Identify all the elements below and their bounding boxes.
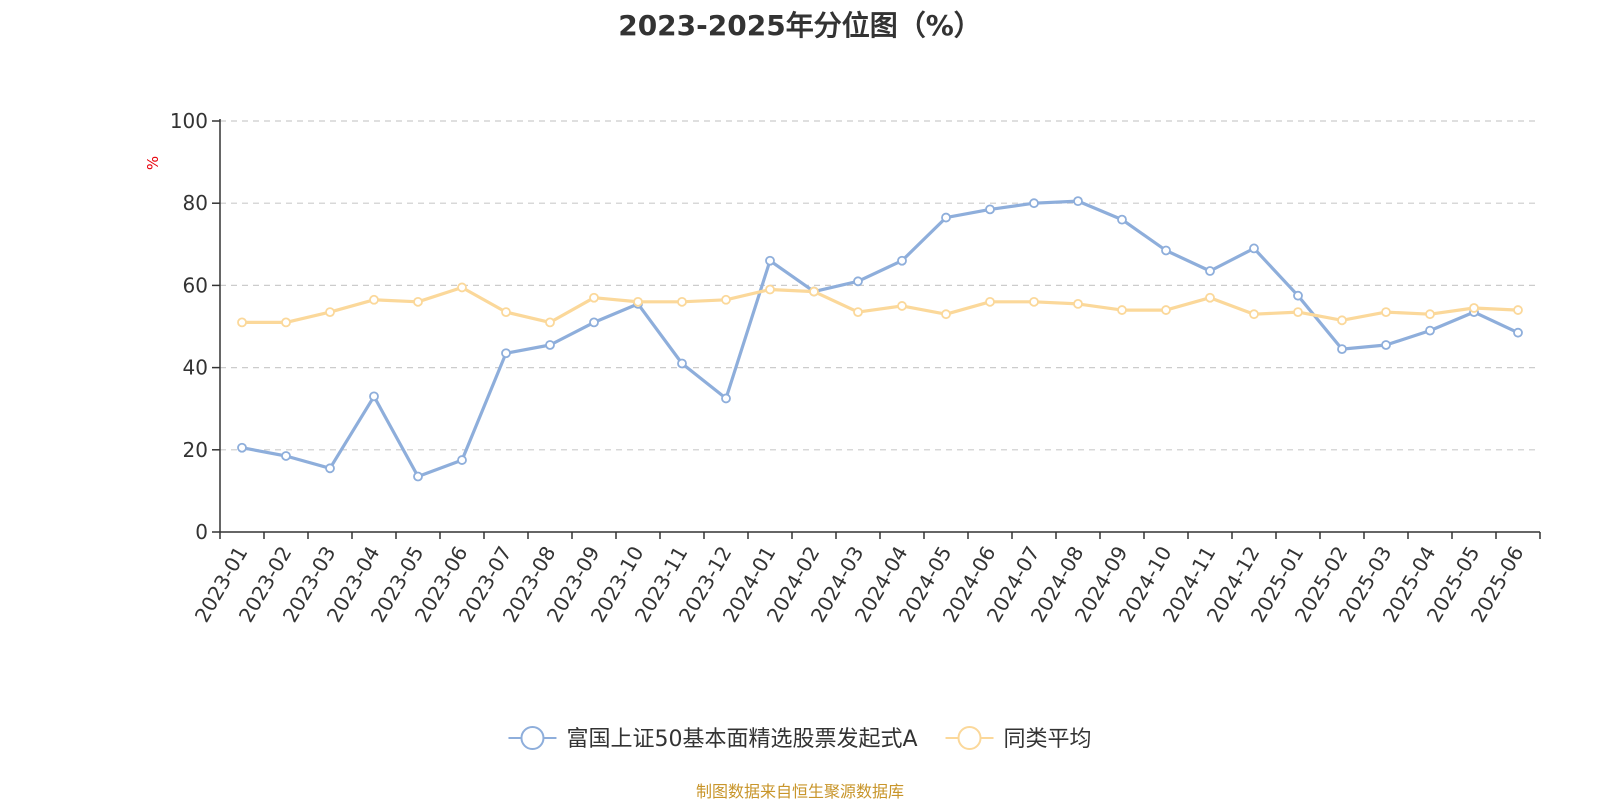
data-point[interactable] xyxy=(413,471,423,482)
data-point[interactable] xyxy=(545,317,555,328)
series-fund xyxy=(237,196,1523,482)
data-point[interactable] xyxy=(501,307,511,318)
data-point[interactable] xyxy=(589,317,599,328)
data-point[interactable] xyxy=(677,358,687,369)
data-point[interactable] xyxy=(1425,309,1435,320)
data-point[interactable] xyxy=(897,301,907,311)
legend: 富国上证50基本面精选股票发起式A 同类平均 xyxy=(508,726,1092,752)
legend-swatch-marker xyxy=(520,726,545,750)
grid-lines xyxy=(220,120,1540,451)
y-tick-label: 20 xyxy=(183,438,208,462)
data-point[interactable] xyxy=(677,296,687,307)
data-point[interactable] xyxy=(1293,307,1303,318)
y-tick-label: 40 xyxy=(183,356,208,380)
data-point[interactable] xyxy=(1381,307,1391,318)
data-point[interactable] xyxy=(1513,327,1523,338)
series xyxy=(237,196,1523,482)
data-point[interactable] xyxy=(1337,315,1347,326)
data-point[interactable] xyxy=(633,296,643,307)
data-point[interactable] xyxy=(1293,290,1303,301)
data-point[interactable] xyxy=(853,276,863,287)
data-point[interactable] xyxy=(1029,198,1039,209)
y-tick-label: 80 xyxy=(183,191,208,215)
data-point[interactable] xyxy=(897,255,907,266)
data-point[interactable] xyxy=(985,296,995,307)
data-point[interactable] xyxy=(1073,298,1083,309)
data-point[interactable] xyxy=(545,340,555,350)
data-point[interactable] xyxy=(1381,340,1391,350)
data-point[interactable] xyxy=(1205,292,1215,303)
data-point[interactable] xyxy=(281,317,291,328)
legend-swatch-marker xyxy=(957,726,982,750)
data-point[interactable] xyxy=(1205,266,1215,276)
y-tick-label: 60 xyxy=(183,273,208,297)
data-point[interactable] xyxy=(1337,344,1347,355)
data-point[interactable] xyxy=(1513,305,1523,315)
data-point[interactable] xyxy=(1073,196,1083,207)
data-point[interactable] xyxy=(1249,243,1259,254)
data-point[interactable] xyxy=(809,286,819,297)
legend-label: 同类平均 xyxy=(1004,727,1092,752)
data-point[interactable] xyxy=(457,282,467,293)
y-tick-label: 0 xyxy=(195,520,208,544)
data-point[interactable] xyxy=(413,296,423,307)
data-point[interactable] xyxy=(765,255,775,266)
data-point[interactable] xyxy=(1249,309,1259,320)
data-point[interactable] xyxy=(369,391,379,402)
data-point[interactable] xyxy=(589,292,599,303)
data-point[interactable] xyxy=(941,212,951,223)
data-point[interactable] xyxy=(765,284,775,295)
data-point[interactable] xyxy=(237,442,247,453)
data-point[interactable] xyxy=(325,307,335,318)
data-point[interactable] xyxy=(1425,325,1435,336)
data-point[interactable] xyxy=(1117,214,1127,225)
data-point[interactable] xyxy=(1029,296,1039,307)
legend-item-series-fund[interactable]: 富国上证50基本面精选股票发起式A xyxy=(508,726,918,752)
data-point[interactable] xyxy=(237,317,247,328)
series-fund-line xyxy=(241,199,1519,479)
data-point[interactable] xyxy=(721,393,731,404)
source-note: 制图数据来自恒生聚源数据库 xyxy=(695,782,904,801)
legend-items: 富国上证50基本面精选股票发起式A 同类平均 xyxy=(508,726,1092,752)
data-point[interactable] xyxy=(1161,305,1171,315)
y-tick-label: 100 xyxy=(170,109,208,133)
data-point[interactable] xyxy=(941,309,951,320)
legend-item-series-average[interactable]: 同类平均 xyxy=(945,726,1092,752)
y-axis-label: % xyxy=(144,156,162,170)
series-average xyxy=(237,282,1523,328)
data-point[interactable] xyxy=(721,294,731,305)
legend-label: 富国上证50基本面精选股票发起式A xyxy=(566,727,917,752)
data-point[interactable] xyxy=(985,204,995,215)
data-point[interactable] xyxy=(501,348,511,359)
data-point[interactable] xyxy=(1117,305,1127,315)
chart-title: 2023-2025年分位图（%） xyxy=(618,9,982,42)
data-point[interactable] xyxy=(1469,303,1479,313)
data-point[interactable] xyxy=(457,455,467,465)
data-point[interactable] xyxy=(853,307,863,318)
data-point[interactable] xyxy=(281,451,291,461)
data-point[interactable] xyxy=(325,463,335,474)
data-point[interactable] xyxy=(1161,245,1171,256)
series-average-line xyxy=(242,285,1519,324)
data-point[interactable] xyxy=(369,294,379,305)
